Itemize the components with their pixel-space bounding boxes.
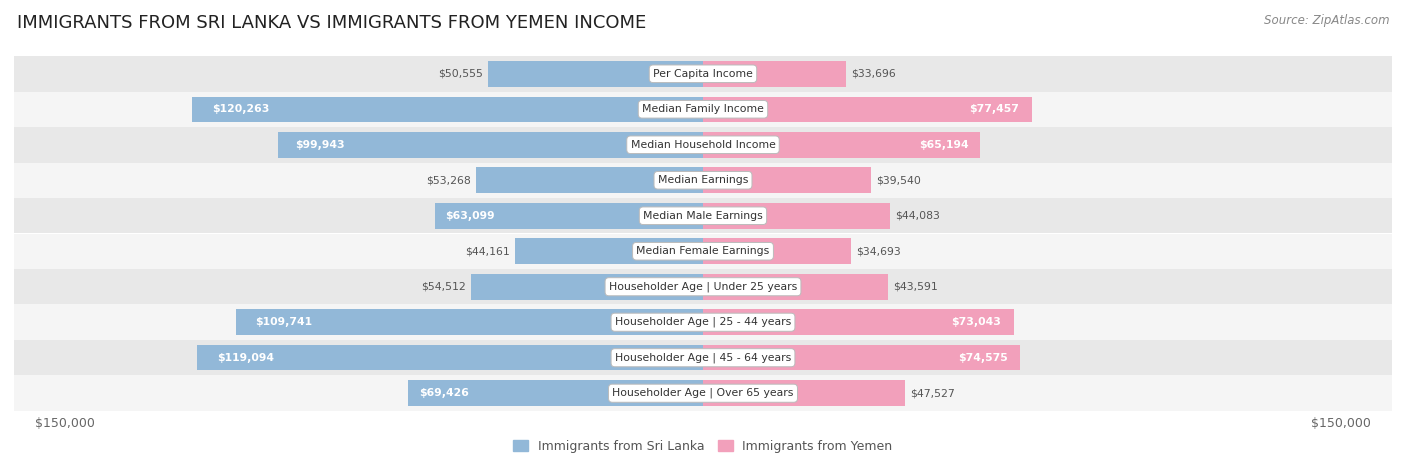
Bar [408,381,703,406]
Bar [488,61,703,86]
Bar [14,375,1392,411]
Text: $54,512: $54,512 [422,282,465,292]
Text: $33,696: $33,696 [852,69,896,79]
Bar [703,310,1014,335]
Text: $50,555: $50,555 [439,69,482,79]
Text: Median Household Income: Median Household Income [630,140,776,150]
Bar [14,163,1392,198]
Text: $74,575: $74,575 [957,353,1008,363]
Legend: Immigrants from Sri Lanka, Immigrants from Yemen: Immigrants from Sri Lanka, Immigrants fr… [509,435,897,458]
Bar [14,127,1392,163]
Bar [703,168,872,193]
Bar [703,132,980,157]
Text: $120,263: $120,263 [212,104,270,114]
Bar [703,345,1021,370]
Bar [236,310,703,335]
Text: Householder Age | 45 - 64 years: Householder Age | 45 - 64 years [614,353,792,363]
Text: $119,094: $119,094 [217,353,274,363]
Text: $65,194: $65,194 [920,140,969,150]
Bar [14,234,1392,269]
Text: Householder Age | 25 - 44 years: Householder Age | 25 - 44 years [614,317,792,327]
Bar [477,168,703,193]
Text: $77,457: $77,457 [969,104,1019,114]
Text: $73,043: $73,043 [952,317,1001,327]
Bar [703,239,851,264]
Text: Median Male Earnings: Median Male Earnings [643,211,763,221]
Bar [703,274,889,299]
Bar [14,269,1392,304]
Bar [515,239,703,264]
Text: $99,943: $99,943 [295,140,344,150]
Text: Source: ZipAtlas.com: Source: ZipAtlas.com [1264,14,1389,27]
Bar [14,340,1392,375]
Text: Median Female Earnings: Median Female Earnings [637,246,769,256]
Bar [278,132,703,157]
Text: Householder Age | Over 65 years: Householder Age | Over 65 years [612,388,794,398]
Text: $39,540: $39,540 [876,175,921,185]
Text: $69,426: $69,426 [419,388,470,398]
Bar [703,381,905,406]
Text: $34,693: $34,693 [856,246,900,256]
Text: $44,161: $44,161 [465,246,510,256]
Bar [14,304,1392,340]
Bar [703,97,1032,122]
Text: $43,591: $43,591 [893,282,938,292]
Bar [434,203,703,228]
Text: $63,099: $63,099 [446,211,495,221]
Text: Median Family Income: Median Family Income [643,104,763,114]
Text: Householder Age | Under 25 years: Householder Age | Under 25 years [609,282,797,292]
Bar [197,345,703,370]
Text: Per Capita Income: Per Capita Income [652,69,754,79]
Bar [14,92,1392,127]
Bar [703,61,846,86]
Bar [471,274,703,299]
Text: Median Earnings: Median Earnings [658,175,748,185]
Text: $44,083: $44,083 [896,211,941,221]
Text: $109,741: $109,741 [254,317,312,327]
Text: $53,268: $53,268 [426,175,471,185]
Bar [14,56,1392,92]
Text: $47,527: $47,527 [910,388,955,398]
Bar [14,198,1392,234]
Text: IMMIGRANTS FROM SRI LANKA VS IMMIGRANTS FROM YEMEN INCOME: IMMIGRANTS FROM SRI LANKA VS IMMIGRANTS … [17,14,647,32]
Bar [703,203,890,228]
Bar [191,97,703,122]
